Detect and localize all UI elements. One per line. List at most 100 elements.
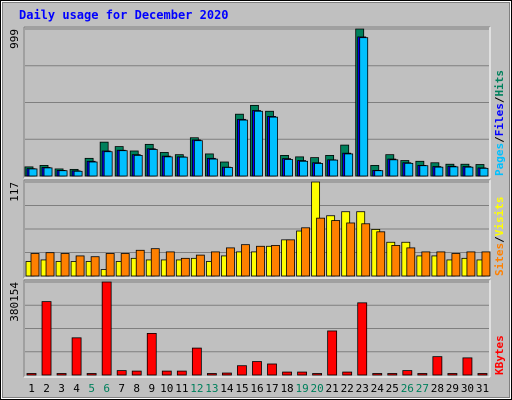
bar-kbytes — [372, 373, 383, 376]
bar-sites — [195, 254, 205, 277]
legend-entry: Files — [493, 103, 506, 136]
x-tick-label: 31 — [476, 382, 489, 395]
bar-kbytes — [267, 363, 277, 376]
bar-kbytes — [252, 361, 262, 376]
bar-pages — [299, 160, 308, 177]
bar-kbytes — [191, 347, 202, 376]
bar-pages — [88, 161, 98, 177]
x-tick-label: 20 — [311, 382, 324, 395]
bar-pages — [239, 119, 248, 177]
bar-pages — [208, 158, 218, 177]
bar-kbytes — [312, 373, 323, 376]
bar-sites — [30, 253, 40, 277]
bar-kbytes — [237, 365, 247, 376]
chart-panels: 999Pages/Files/Hits117Sites/Visits380154… — [8, 26, 506, 378]
panel-visits-sites: 117 Sites/Visits — [8, 179, 506, 279]
x-tick-label: 18 — [280, 382, 293, 395]
bar-kbytes — [71, 337, 82, 376]
bar-sites — [241, 244, 250, 277]
x-tick-label: 10 — [160, 382, 173, 395]
y-max-label: 380154 — [8, 282, 21, 322]
legend-kbytes: KBytes — [493, 335, 506, 375]
panel-kbytes: 380154 KBytes — [8, 279, 506, 378]
bar-pages — [118, 150, 128, 177]
bar-sites — [481, 251, 491, 277]
bar-pages — [254, 110, 263, 177]
legend-hits-files-pages: Pages/Files/Hits — [493, 70, 506, 176]
bar-kbytes — [101, 281, 112, 376]
x-tick-label: 4 — [73, 382, 80, 395]
bar-pages — [404, 162, 414, 177]
bar-sites — [226, 247, 235, 277]
bar-sites — [60, 253, 70, 277]
bar-pages — [464, 166, 474, 177]
bar-sites — [346, 222, 356, 277]
legend-entry: Pages — [493, 143, 506, 176]
bar-kbytes — [462, 357, 473, 376]
bar-pages — [374, 170, 384, 177]
legend-entry: KBytes — [493, 335, 506, 375]
bar-pages — [479, 167, 489, 177]
bar-kbytes — [26, 373, 37, 376]
bar-pages — [148, 149, 158, 177]
bar-sites — [391, 245, 401, 277]
bar-pages — [163, 156, 173, 177]
bar-kbytes — [161, 370, 172, 376]
bar-sites — [436, 251, 446, 277]
bar-sites — [256, 245, 265, 277]
bar-sites — [135, 249, 145, 277]
bar-pages — [449, 166, 459, 177]
bar-pages — [224, 167, 233, 177]
legend-entry: Sites — [493, 243, 506, 276]
bar-pages — [344, 153, 354, 177]
legend-visits-sites: Sites/Visits — [493, 197, 506, 277]
bar-sites — [451, 253, 461, 277]
x-tick-label: 25 — [386, 382, 399, 395]
bar-pages — [28, 168, 38, 177]
bar-pages — [103, 151, 113, 177]
bar-kbytes — [222, 372, 232, 376]
bar-sites — [376, 231, 386, 277]
x-tick-label: 26 — [401, 382, 414, 395]
x-tick-label: 12 — [190, 382, 203, 395]
bar-pages — [178, 156, 188, 177]
bar-sites — [361, 223, 371, 277]
bar-sites — [75, 255, 85, 277]
bar-sites — [316, 217, 326, 277]
bar-kbytes — [297, 371, 307, 376]
bar-pages — [389, 159, 399, 177]
x-tick-label: 9 — [148, 382, 155, 395]
bar-kbytes — [131, 370, 142, 376]
bar-sites — [105, 253, 115, 277]
x-tick-label: 3 — [58, 382, 65, 395]
bar-pages — [73, 170, 83, 177]
chart-title: Daily usage for December 2020 — [19, 8, 229, 22]
x-tick-label: 13 — [205, 382, 218, 395]
bar-kbytes — [116, 370, 127, 376]
bar-kbytes — [387, 373, 398, 376]
bar-kbytes — [432, 356, 443, 376]
legend-entry: / — [493, 96, 506, 103]
x-tick-label: 14 — [220, 382, 234, 395]
bar-pages — [329, 159, 339, 177]
bar-sites — [421, 251, 431, 277]
bar-pages — [314, 163, 324, 177]
x-tick-label: 27 — [416, 382, 429, 395]
x-tick-label: 2 — [43, 382, 50, 395]
bar-kbytes — [282, 371, 292, 376]
bar-kbytes — [357, 302, 368, 376]
y-max-label: 999 — [8, 29, 21, 49]
x-tick-label: 15 — [235, 382, 248, 395]
bar-sites — [466, 251, 476, 277]
bar-kbytes — [41, 301, 52, 376]
bar-kbytes — [327, 330, 338, 376]
bar-pages — [419, 165, 429, 177]
bar-pages — [434, 166, 444, 177]
x-tick-label: 24 — [371, 382, 385, 395]
x-tick-label: 23 — [356, 382, 369, 395]
bar-sites — [331, 220, 341, 277]
